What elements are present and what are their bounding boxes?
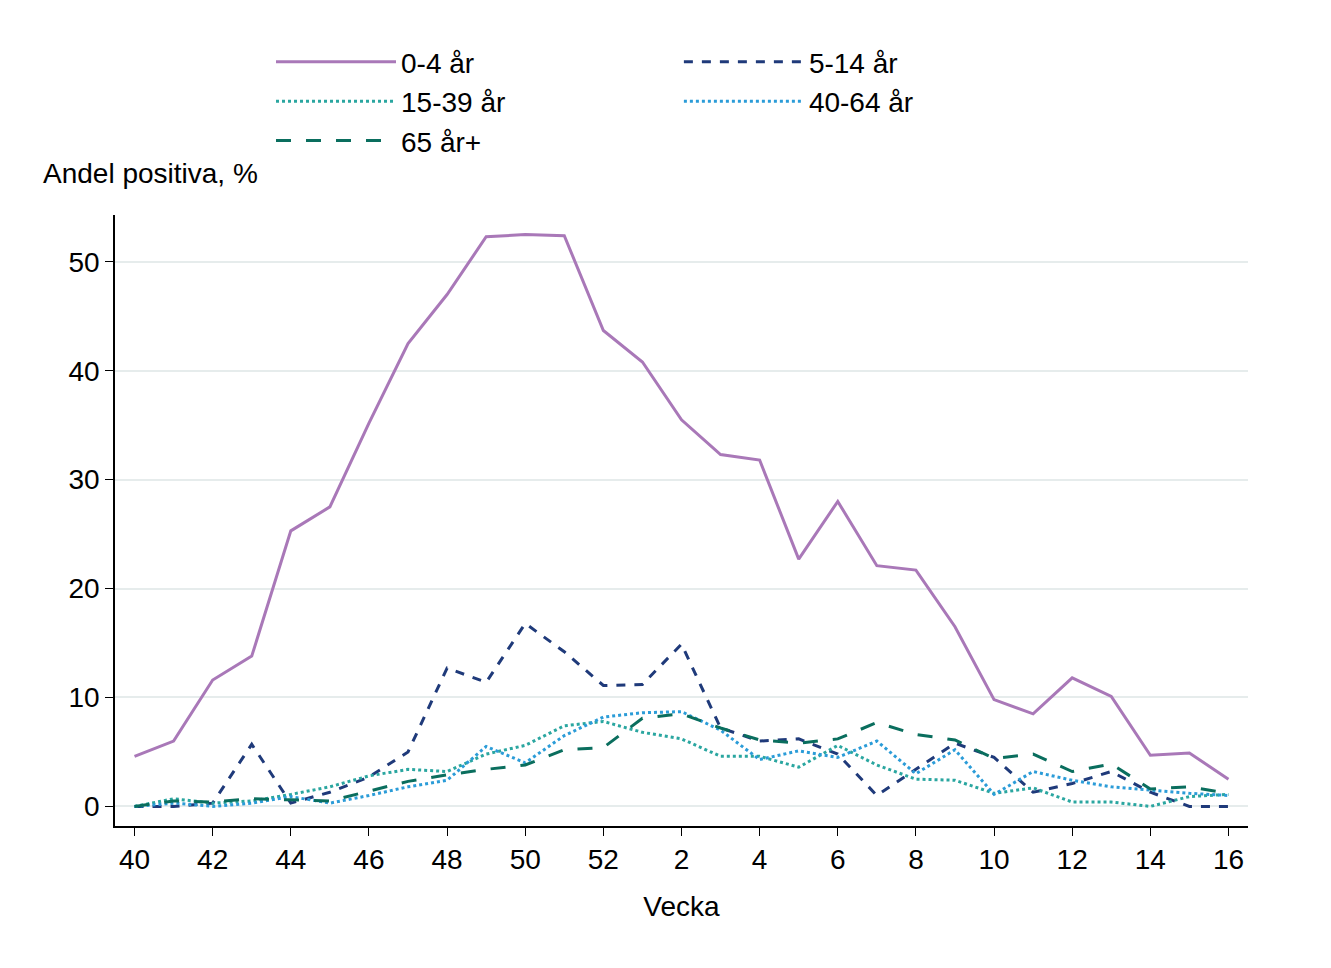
svg-text:52: 52 xyxy=(588,844,619,875)
svg-text:48: 48 xyxy=(432,844,463,875)
svg-text:0-4 år: 0-4 år xyxy=(401,48,474,79)
svg-text:30: 30 xyxy=(68,464,99,495)
svg-text:12: 12 xyxy=(1057,844,1088,875)
svg-text:6: 6 xyxy=(830,844,846,875)
svg-text:46: 46 xyxy=(353,844,384,875)
svg-text:40-64 år: 40-64 år xyxy=(809,87,913,118)
svg-text:2: 2 xyxy=(674,844,690,875)
svg-text:8: 8 xyxy=(908,844,924,875)
svg-text:16: 16 xyxy=(1213,844,1244,875)
svg-text:65 år+: 65 år+ xyxy=(401,127,481,158)
svg-text:4: 4 xyxy=(752,844,768,875)
svg-text:10: 10 xyxy=(978,844,1009,875)
svg-text:42: 42 xyxy=(197,844,228,875)
svg-text:10: 10 xyxy=(68,682,99,713)
svg-text:44: 44 xyxy=(275,844,306,875)
svg-text:5-14 år: 5-14 år xyxy=(809,48,898,79)
svg-text:40: 40 xyxy=(68,356,99,387)
svg-text:0: 0 xyxy=(84,791,100,822)
svg-text:Andel positiva, %: Andel positiva, % xyxy=(43,158,258,189)
svg-text:Vecka: Vecka xyxy=(643,891,720,922)
svg-text:40: 40 xyxy=(119,844,150,875)
svg-text:15-39 år: 15-39 år xyxy=(401,87,505,118)
svg-text:50: 50 xyxy=(510,844,541,875)
svg-text:20: 20 xyxy=(68,573,99,604)
svg-text:50: 50 xyxy=(68,247,99,278)
svg-text:14: 14 xyxy=(1135,844,1166,875)
